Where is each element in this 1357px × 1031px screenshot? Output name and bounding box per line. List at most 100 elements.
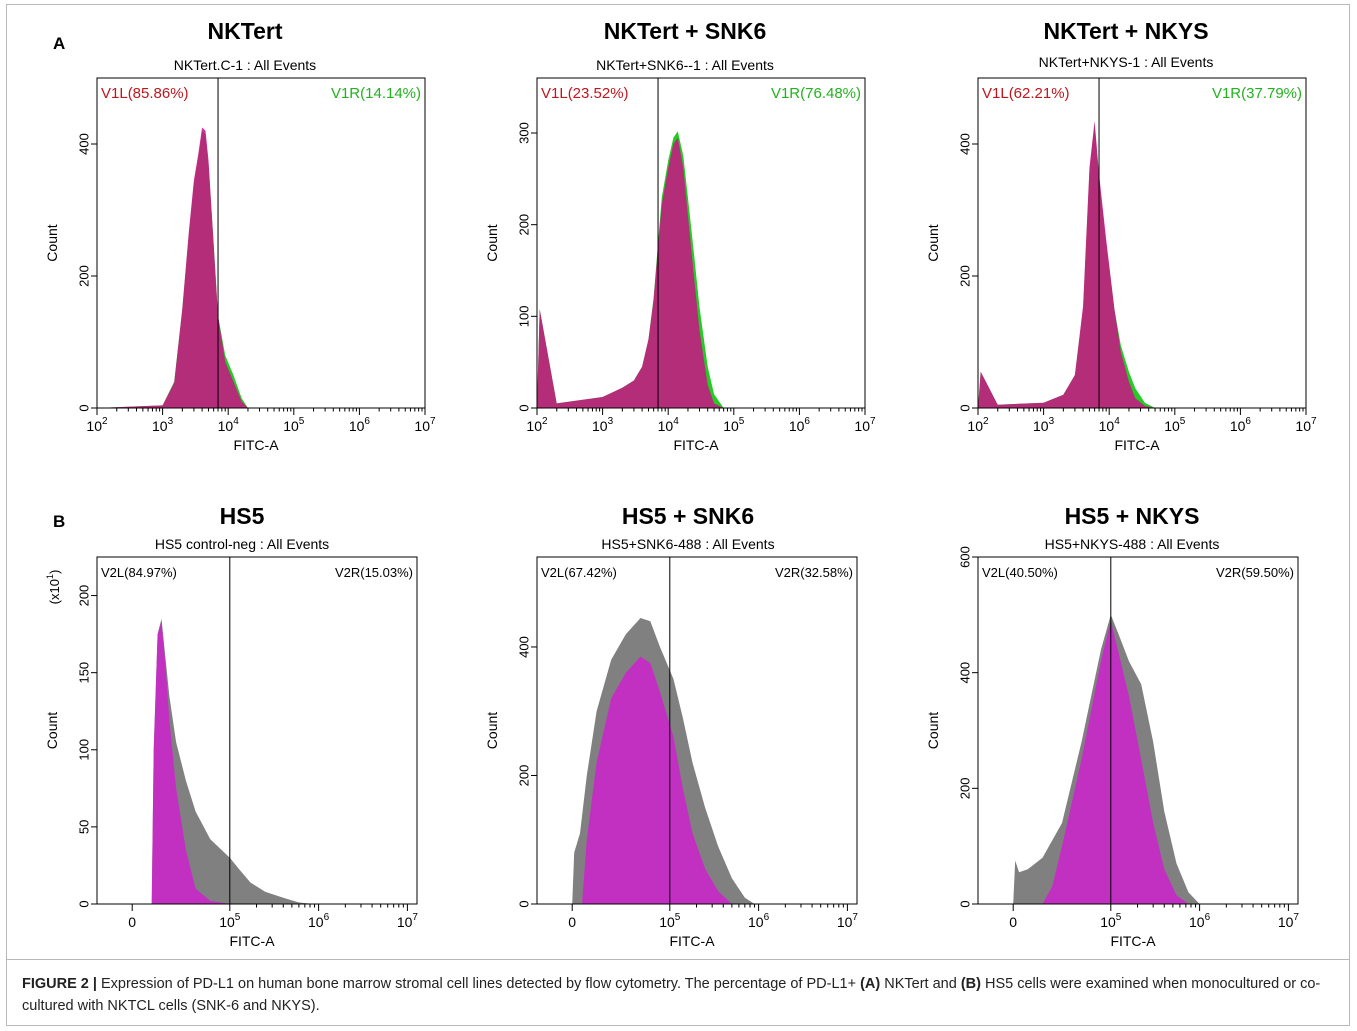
x-tick-label-2-10e7: 107 [854, 416, 876, 434]
caption-ref-a: (A) [860, 976, 881, 992]
plot-subtitle-nktert-nkys: NKTert+NKYS-1 : All Events [1038, 54, 1214, 70]
y-multiplier-label-4: (x101) [45, 570, 62, 605]
gate-label-2-right: V1R(76.48%) [771, 85, 861, 102]
panel-label-b: B [53, 512, 66, 531]
x-tick-label-1-10e5: 105 [283, 416, 305, 434]
histogram-series-4-2 [151, 621, 240, 904]
y-tick-label-6-0: 0 [957, 900, 972, 907]
histogram-series-4-1 [151, 618, 315, 904]
y-tick-label-3-0: 0 [957, 404, 972, 411]
caption-label: FIGURE 2 | [22, 976, 97, 992]
x-tick-label-1-10e2: 102 [86, 416, 108, 434]
gate-label-3-right: V1R(37.79%) [1212, 85, 1302, 102]
histogram-series-6-2 [1042, 620, 1189, 904]
y-tick-label-1-400: 400 [76, 133, 91, 155]
x-tick-label-3-10e6: 106 [1230, 416, 1252, 434]
gate-label-1-right: V1R(14.14%) [331, 85, 421, 102]
gate-label-5-right: V2R(32.58%) [775, 565, 853, 580]
x-axis-label-3: FITC-A [1114, 437, 1160, 453]
x-tick-label-4-10e5: 105 [219, 912, 241, 930]
x-tick-label-3-10e5: 105 [1164, 416, 1186, 434]
panel-label-a: A [53, 34, 66, 53]
x-tick-label-4-10e6: 106 [308, 912, 330, 930]
histogram-series-5-2 [582, 656, 732, 904]
caption-divider [6, 959, 1350, 960]
gate-label-2-left: V1L(23.52%) [541, 85, 629, 102]
gate-label-6-right: V2R(59.50%) [1216, 565, 1294, 580]
plot-title-nktert-nkys: NKTert + NKYS [1043, 18, 1209, 44]
histogram-series-2-2 [537, 137, 724, 408]
gate-label-4-right: V2R(15.03%) [335, 565, 413, 580]
y-tick-label-1-200: 200 [76, 265, 91, 287]
histogram-series-3-2 [978, 120, 1156, 409]
figure-frame [6, 4, 1350, 1026]
plot-frame-4 [96, 556, 418, 905]
x-tick-label-1-10e4: 104 [218, 416, 240, 434]
x-axis-label-2: FITC-A [673, 437, 719, 453]
y-tick-label-1-0: 0 [76, 404, 91, 411]
y-tick-label-4-100: 100 [76, 739, 91, 761]
plot-subtitle-nktert-snk6: NKTert+SNK6--1 : All Events [596, 57, 774, 73]
x-tick-label-5-10e6: 106 [748, 912, 770, 930]
x-axis-label-1: FITC-A [233, 437, 279, 453]
y-tick-label-4-200: 200 [76, 585, 91, 607]
y-axis-label-4: Count [44, 712, 60, 749]
x-axis-label-6: FITC-A [1110, 933, 1156, 949]
histogram-series-1-2 [97, 127, 248, 408]
histogram-series-3-1 [978, 124, 1156, 408]
plot-frame-1 [96, 77, 426, 409]
caption-text-3: HS5 cells were examined when monoculture… [22, 976, 1321, 1014]
x-tick-label-5-10e5: 105 [659, 912, 681, 930]
x-tick-label-2-10e5: 105 [723, 416, 745, 434]
y-tick-label-5-400: 400 [516, 636, 531, 658]
y-tick-label-4-50: 50 [76, 820, 91, 834]
x-tick-label-2-10e6: 106 [789, 416, 811, 434]
caption-text-2: NKTert and [880, 976, 961, 992]
gate-label-6-left: V2L(40.50%) [982, 565, 1058, 580]
plot-frame-3 [977, 77, 1307, 409]
caption-ref-b: (B) [960, 976, 981, 992]
x-tick-label-6-10e6: 106 [1189, 912, 1211, 930]
y-tick-label-5-0: 0 [516, 900, 531, 907]
x-tick-label-3-10e4: 104 [1099, 416, 1121, 434]
y-tick-label-6-200: 200 [957, 777, 972, 799]
caption-text-1: Expression of PD-L1 on human bone marrow… [96, 976, 861, 992]
plot-subtitle-hs5-nkys: HS5+NKYS-488 : All Events [1044, 536, 1220, 552]
x-tick-label-2-10e2: 102 [526, 416, 548, 434]
plot-title-hs5-snk6: HS5 + SNK6 [621, 503, 755, 529]
y-tick-label-6-400: 400 [957, 662, 972, 684]
x-tick-label-5-10e7: 107 [837, 912, 859, 930]
y-tick-label-4-150: 150 [76, 662, 91, 684]
y-tick-label-3-400: 400 [957, 133, 972, 155]
x-tick-label-3-10e7: 107 [1295, 416, 1317, 434]
y-axis-label-3: Count [925, 224, 941, 261]
x-tick-label-1-10e3: 103 [152, 416, 174, 434]
y-tick-label-2-0: 0 [516, 404, 531, 411]
plot-title-nktert: NKTert [207, 18, 283, 44]
x-tick-label-4-10e7: 107 [397, 912, 419, 930]
y-tick-label-2-200: 200 [516, 214, 531, 236]
y-axis-label-1: Count [44, 224, 60, 261]
gate-label-5-left: V2L(67.42%) [541, 565, 617, 580]
plot-subtitle-nktert: NKTert.C-1 : All Events [173, 57, 317, 73]
plot-frame-2 [536, 77, 866, 409]
gate-label-3-left: V1L(62.21%) [982, 85, 1070, 102]
plot-subtitle-hs5-snk6: HS5+SNK6-488 : All Events [601, 536, 775, 552]
y-axis-label-2: Count [484, 224, 500, 261]
x-tick-label-3-10e3: 103 [1033, 416, 1055, 434]
plot-title-hs5: HS5 [219, 503, 265, 529]
y-tick-label-2-300: 300 [516, 122, 531, 144]
y-tick-label-2-100: 100 [516, 305, 531, 327]
plot-title-hs5-nkys: HS5 + NKYS [1064, 503, 1200, 529]
x-tick-label-2-10e3: 103 [592, 416, 614, 434]
gate-label-4-left: V2L(84.97%) [101, 565, 177, 580]
x-axis-label-5: FITC-A [669, 933, 715, 949]
x-tick-label-1-10e6: 106 [349, 416, 371, 434]
x-tick-label-2-10e4: 104 [658, 416, 680, 434]
figure-caption: FIGURE 2 | Expression of PD-L1 on human … [22, 973, 1340, 1017]
y-tick-label-6-600: 600 [957, 546, 972, 568]
y-tick-label-3-200: 200 [957, 265, 972, 287]
x-tick-label-1-10e7: 107 [414, 416, 436, 434]
x-tick-label-4-0: 0 [128, 914, 136, 930]
flow-cytometry-histograms: V1L(85.86%) V1R(14.14%) 0 200 400 102 103 104 10… [44, 77, 1317, 949]
